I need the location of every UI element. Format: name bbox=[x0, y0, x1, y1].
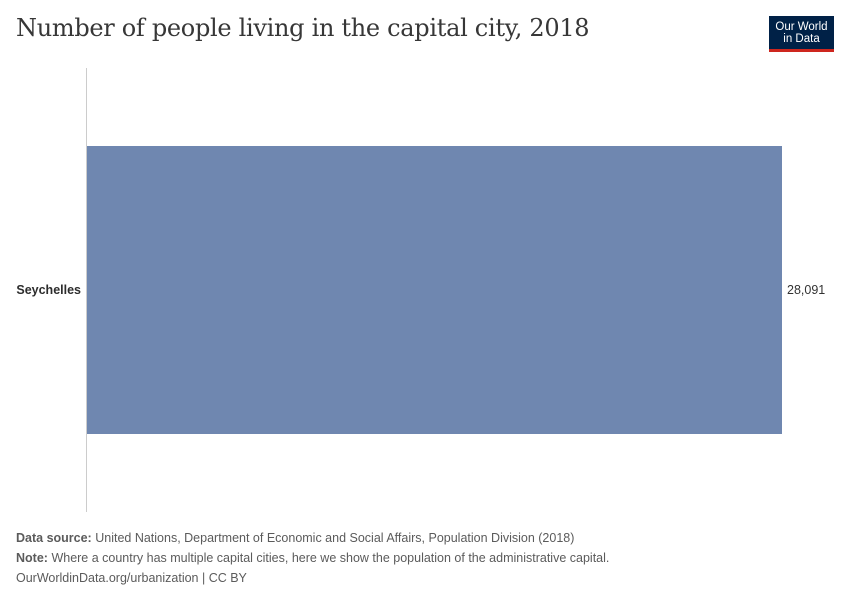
source-line: Data source: United Nations, Department … bbox=[16, 528, 609, 548]
category-label: Seychelles bbox=[16, 283, 81, 297]
bar-chart: Seychelles 28,091 bbox=[16, 68, 825, 512]
logo-line-2: in Data bbox=[783, 32, 820, 45]
url-line[interactable]: OurWorldinData.org/urbanization | CC BY bbox=[16, 571, 247, 585]
source-text: United Nations, Department of Economic a… bbox=[95, 531, 575, 545]
chart-title: Number of people living in the capital c… bbox=[16, 14, 590, 42]
bar-seychelles[interactable] bbox=[86, 146, 782, 434]
source-label: Data source: bbox=[16, 531, 92, 545]
owid-logo[interactable]: Our World in Data bbox=[769, 16, 834, 52]
note-text: Where a country has multiple capital cit… bbox=[51, 551, 610, 565]
logo-line-1: Our World bbox=[775, 20, 828, 33]
chart-footer: Data source: United Nations, Department … bbox=[16, 528, 609, 588]
value-label: 28,091 bbox=[787, 283, 825, 297]
labels-group: Seychelles 28,091 bbox=[16, 283, 825, 297]
note-label: Note: bbox=[16, 551, 48, 565]
bars-group bbox=[86, 146, 782, 434]
note-line: Note: Where a country has multiple capit… bbox=[16, 548, 609, 568]
